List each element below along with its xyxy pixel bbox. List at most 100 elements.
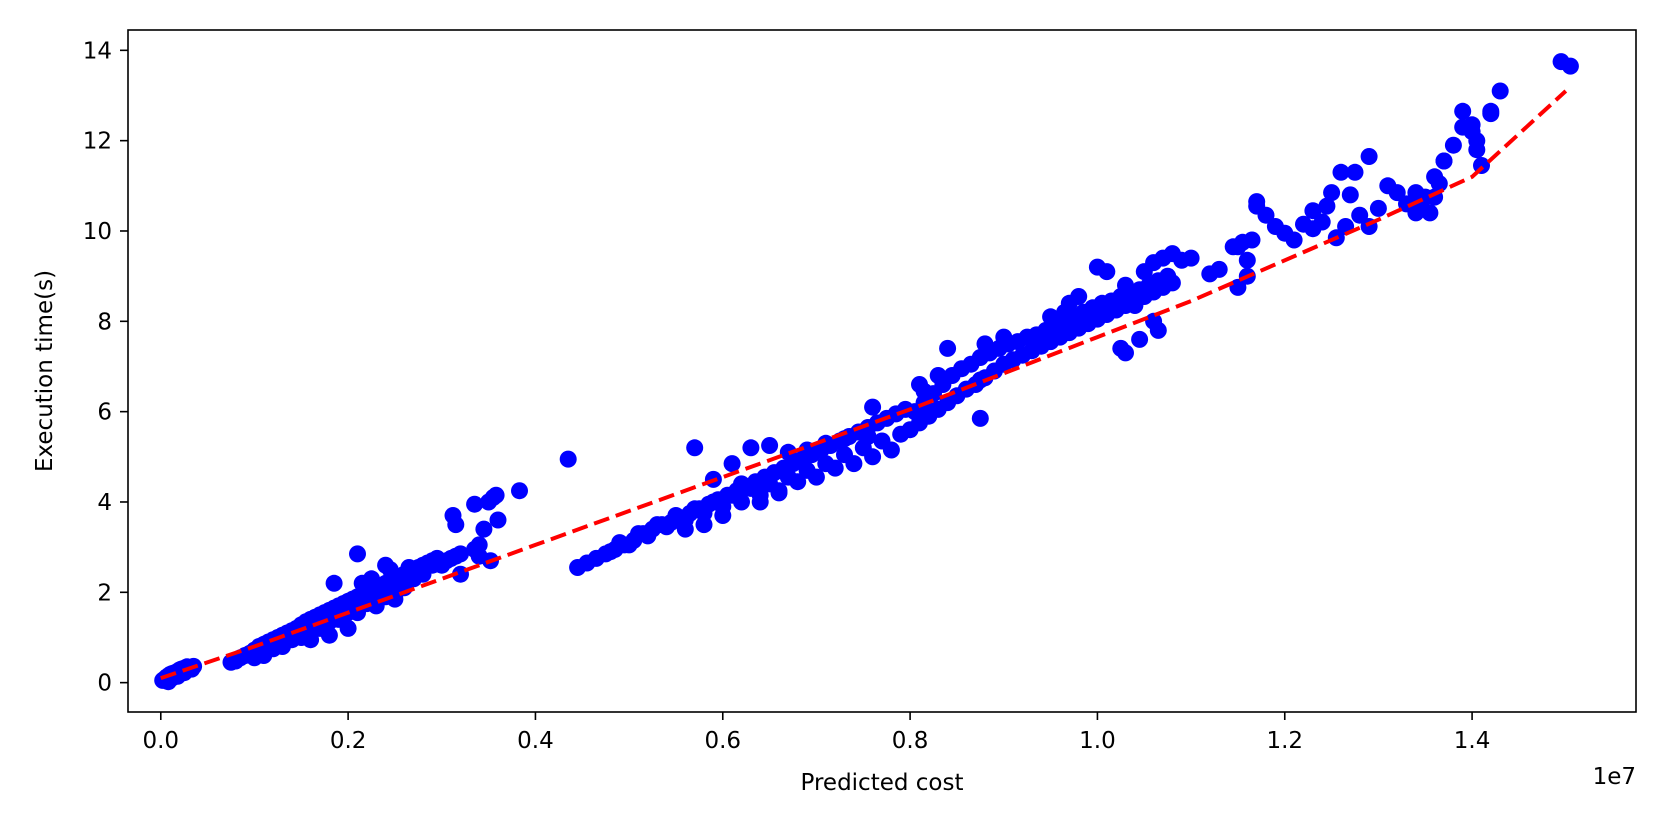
data-point: [798, 461, 816, 479]
data-point: [1332, 163, 1350, 181]
data-point: [1341, 186, 1359, 204]
data-point: [817, 455, 835, 473]
data-point: [911, 376, 928, 393]
data-point: [676, 520, 694, 538]
data-point: [1421, 204, 1439, 222]
x-tick-label: 0.6: [704, 728, 741, 754]
data-point: [836, 446, 853, 464]
data-point: [264, 640, 282, 658]
data-point: [559, 450, 577, 468]
trend-line: [160, 89, 1568, 680]
data-point: [1482, 102, 1500, 120]
x-axis-ticks: 0.0 0.2 0.4 0.6 0.8 1.0 1.2 1.4: [142, 712, 1490, 754]
x-tick-label: 0.0: [142, 728, 179, 754]
data-point: [1323, 184, 1341, 202]
data-point: [1444, 136, 1462, 154]
data-point: [686, 439, 704, 457]
data-point: [733, 475, 750, 493]
y-tick-label: 4: [97, 490, 112, 516]
data-point: [349, 545, 366, 563]
data-point: [1229, 278, 1247, 296]
data-point: [742, 439, 760, 457]
y-tick-label: 8: [97, 309, 112, 335]
data-point: [372, 581, 390, 599]
data-point: [704, 493, 722, 511]
data-point: [466, 540, 484, 558]
data-point: [447, 516, 465, 534]
data-point: [1346, 163, 1364, 181]
data-point: [487, 486, 505, 504]
data-point: [511, 482, 528, 500]
data-point: [1159, 267, 1177, 285]
data-point: [1117, 276, 1134, 294]
y-axis-label: Execution time(s): [32, 270, 58, 472]
data-point: [320, 626, 338, 644]
data-point: [1145, 312, 1163, 330]
data-point: [1042, 308, 1060, 326]
data-point: [1238, 251, 1256, 269]
data-point: [489, 511, 507, 529]
data-point: [363, 570, 380, 588]
data-point: [278, 626, 296, 644]
y-tick-label: 10: [83, 219, 112, 245]
data-point: [1117, 344, 1134, 362]
data-point: [864, 398, 882, 416]
y-tick-label: 2: [97, 580, 112, 606]
data-point: [1454, 102, 1472, 120]
data-point: [325, 574, 343, 592]
data-point: [391, 574, 409, 592]
data-point: [695, 516, 713, 534]
data-point: [779, 443, 797, 461]
y-axis-ticks: 0 2 4 6 8 10 12 14: [83, 38, 128, 697]
data-point: [466, 495, 484, 513]
data-point: [1182, 249, 1200, 267]
x-tick-label: 1.2: [1266, 728, 1303, 754]
y-tick-label: 6: [97, 400, 112, 426]
data-point: [1248, 193, 1266, 211]
data-point: [377, 556, 395, 574]
data-point: [452, 545, 469, 563]
data-point: [475, 520, 493, 538]
data-point: [1257, 206, 1275, 224]
data-point: [1276, 224, 1294, 242]
data-point: [1098, 263, 1116, 281]
x-axis-offset-text: 1e7: [1593, 764, 1636, 790]
data-point: [714, 507, 732, 524]
data-point: [245, 649, 263, 667]
data-point: [817, 434, 835, 452]
data-point: [611, 534, 629, 552]
x-tick-label: 0.8: [892, 728, 929, 754]
data-point: [976, 335, 994, 353]
data-point: [1131, 330, 1149, 348]
data-point: [873, 432, 891, 450]
data-point: [667, 507, 685, 524]
x-tick-label: 1.0: [1079, 728, 1116, 754]
data-point: [1056, 303, 1074, 321]
x-tick-label: 0.2: [330, 728, 367, 754]
y-tick-label: 12: [83, 129, 112, 155]
data-point: [1351, 206, 1369, 224]
data-point: [1318, 197, 1336, 215]
data-point: [1304, 202, 1322, 220]
data-point: [1126, 297, 1144, 314]
y-tick-label: 14: [83, 38, 112, 64]
data-point: [1407, 184, 1425, 202]
data-point: [723, 455, 741, 473]
data-point: [770, 484, 788, 502]
y-tick-label: 0: [97, 671, 112, 697]
x-axis-label: Predicted cost: [801, 770, 964, 796]
data-point: [971, 409, 989, 427]
data-point: [400, 559, 418, 576]
data-point: [1229, 238, 1247, 256]
data-point: [433, 556, 451, 574]
data-point: [302, 631, 320, 649]
data-point: [1070, 288, 1088, 305]
data-point: [1360, 148, 1378, 165]
x-tick-label: 0.4: [517, 728, 554, 754]
data-point: [1388, 184, 1406, 202]
data-point: [751, 493, 769, 511]
data-point: [1210, 260, 1228, 278]
data-point: [1369, 199, 1387, 217]
